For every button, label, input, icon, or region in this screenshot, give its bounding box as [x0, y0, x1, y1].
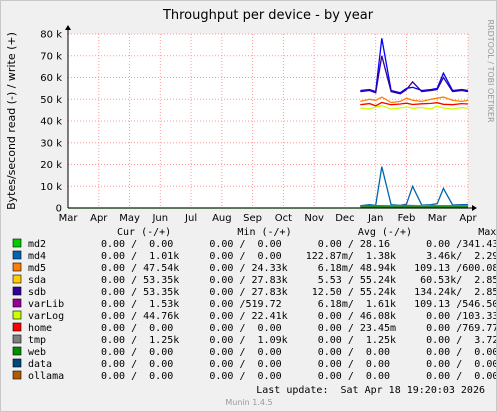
series-line-sdb — [360, 55, 469, 95]
y-axis-label: Bytes/second read (-) / write (+) — [5, 32, 18, 210]
legend-name: sdb — [28, 287, 46, 298]
axes — [65, 25, 477, 211]
legend-swatch-md2 — [12, 238, 22, 248]
legend-name: web — [28, 347, 46, 358]
legend-swatch-ollama — [12, 370, 22, 380]
series-line-md5 — [360, 96, 469, 104]
legend-swatch-varLog — [12, 310, 22, 320]
x-tick-label: Apr — [459, 213, 477, 224]
legend-values: 0.00 / 1.53k 0.00 /519.72 6.18m/ 1.61k 1… — [101, 299, 496, 310]
y-axis-arrow — [65, 25, 71, 30]
x-tick-label: Nov — [304, 213, 324, 224]
legend-values: 0.00 / 1.01k 0.00 / 0.00 122.87m/ 1.38k … — [101, 251, 496, 262]
legend-values: 0.00 / 53.35k 0.00 / 27.83k 5.53 / 55.24… — [101, 275, 496, 286]
x-tick-label: Aug — [212, 213, 232, 224]
legend-swatch-web — [12, 346, 22, 356]
series-line-sda — [360, 38, 469, 94]
legend-name: md4 — [28, 251, 46, 262]
legend-name: tmp — [28, 335, 46, 346]
legend-values: 0.00 / 53.35k 0.00 / 27.83k 12.50 / 55.2… — [101, 287, 496, 298]
legend-name: data — [28, 359, 52, 370]
legend-values: 0.00 / 0.00 0.00 / 0.00 0.00 / 0.00 0.00… — [101, 371, 496, 382]
legend-values: 0.00 / 0.00 0.00 / 0.00 0.00 / 23.45m 0.… — [101, 323, 496, 334]
y-tick-label: 20 k — [40, 160, 62, 171]
legend-header: Cur (-/+) Min (-/+) Avg (-/+) Max (-/+) — [117, 227, 496, 238]
legend: md2 0.00 / 0.00 0.00 / 0.00 0.00 / 28.16 … — [12, 238, 496, 382]
legend-values: 0.00 / 47.54k 0.00 / 24.33k 6.18m/ 48.94… — [101, 263, 496, 274]
legend-name: md2 — [28, 239, 46, 250]
y-tick-label: 10 k — [40, 182, 62, 193]
legend-name: varLog — [28, 311, 64, 322]
legend-swatch-varLib — [12, 298, 22, 308]
legend-name: home — [28, 323, 52, 334]
x-tick-label: May — [119, 213, 140, 224]
legend-values: 0.00 / 1.25k 0.00 / 1.09k 0.00 / 1.25k 0… — [101, 335, 496, 346]
y-tick-label: 0 — [56, 204, 62, 215]
y-tick-label: 70 k — [40, 51, 62, 62]
legend-name: md5 — [28, 263, 46, 274]
legend-swatch-md4 — [12, 250, 22, 260]
legend-swatch-md5 — [12, 262, 22, 272]
y-tick-label: 60 k — [40, 73, 62, 84]
x-axis-ticks: Mar Apr May Jun Jul Aug Sep Oct Nov Dec Jan Feb Mar A… — [59, 213, 478, 224]
series-line-tmp — [360, 204, 469, 207]
legend-name: varLib — [28, 299, 64, 310]
y-tick-label: 30 k — [40, 138, 62, 149]
legend-swatch-data — [12, 358, 22, 368]
x-tick-label: Jul — [184, 213, 197, 224]
x-tick-label: Jun — [151, 213, 168, 224]
rrdtool-credit: RRDTOOL / TOBI OETIKER — [486, 19, 495, 122]
x-tick-label: Feb — [398, 213, 416, 224]
chart-title: Throughput per device - by year — [162, 8, 374, 23]
x-tick-label: Dec — [335, 213, 354, 224]
legend-swatch-sdb — [12, 286, 22, 296]
legend-values: 0.00 / 0.00 0.00 / 0.00 0.00 / 0.00 0.00… — [101, 347, 496, 358]
x-tick-label: Oct — [275, 213, 292, 224]
x-tick-label: Jan — [367, 213, 383, 224]
x-tick-label: Sep — [243, 213, 262, 224]
grid-lines — [67, 33, 469, 208]
y-tick-label: 80 k — [40, 30, 62, 41]
series-line-varLog — [360, 105, 469, 110]
y-tick-label: 50 k — [40, 95, 62, 106]
x-axis-arrow — [472, 205, 477, 211]
y-axis-ticks: 0 10 k 20 k 30 k 40 k 50 k 60 k 70 k 80 k — [40, 30, 62, 215]
series-line-home — [360, 101, 469, 107]
x-tick-label: Mar — [428, 213, 448, 224]
last-update: Last update: Sat Apr 18 19:20:03 2026 — [256, 385, 485, 396]
legend-values: 0.00 / 44.76k 0.00 / 22.41k 0.00 / 46.08… — [101, 311, 496, 322]
legend-values: 0.00 / 0.00 0.00 / 0.00 0.00 / 0.00 0.00… — [101, 359, 496, 370]
legend-values: 0.00 / 0.00 0.00 / 0.00 0.00 / 28.16 0.0… — [101, 239, 496, 250]
series-line-md4 — [360, 166, 469, 207]
legend-swatch-tmp — [12, 334, 22, 344]
munin-footer: Munin 1.4.5 — [225, 398, 272, 407]
legend-swatch-home — [12, 322, 22, 332]
x-tick-label: Apr — [90, 213, 108, 224]
legend-name: sda — [28, 275, 46, 286]
legend-swatch-sda — [12, 274, 22, 284]
legend-name: ollama — [28, 371, 64, 382]
x-tick-label: Mar — [59, 213, 79, 224]
y-tick-label: 40 k — [40, 117, 62, 128]
